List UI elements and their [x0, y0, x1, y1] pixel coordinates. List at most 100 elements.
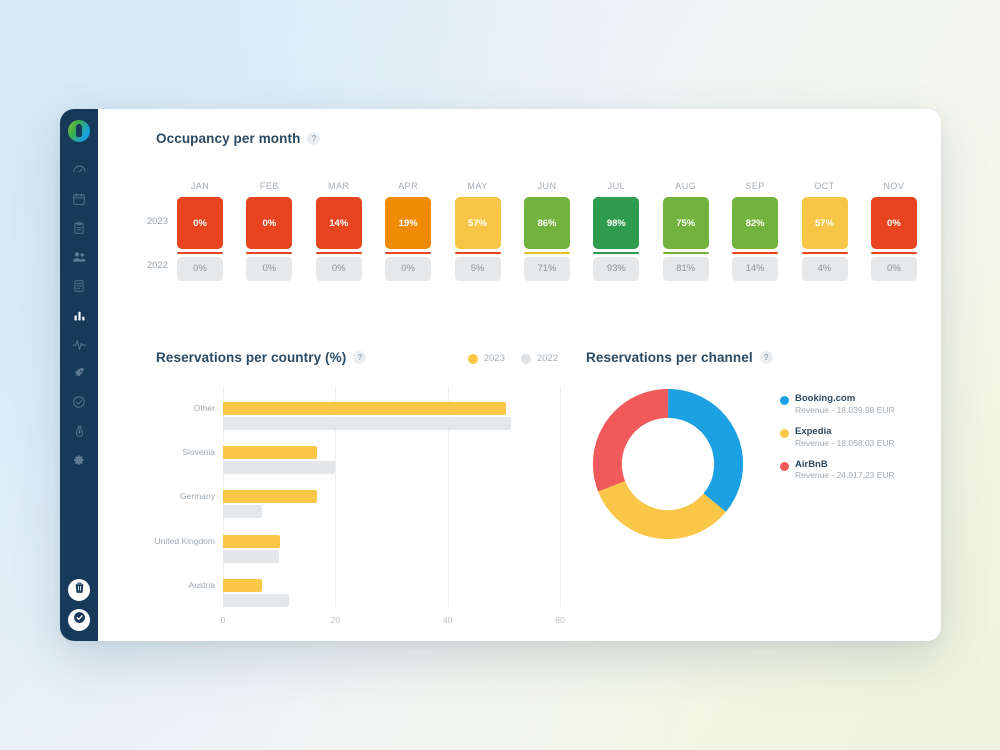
occupancy-bar-previous[interactable]: 81% [662, 256, 709, 281]
occupancy-month-column: JUL 98% 93% [593, 181, 640, 281]
occupancy-bar-previous[interactable]: 93% [593, 256, 640, 281]
sidebar-item-bookings[interactable] [64, 214, 94, 242]
country-bar-2022[interactable] [223, 461, 336, 475]
legend-dot-icon [467, 353, 478, 364]
occupancy-comparison-strip [870, 251, 917, 254]
country-bar-rows: Other Slovenia Germany United Kingdom Austri… [116, 386, 560, 607]
channel-revenue: Revenue - 24.917,23 EUR [795, 470, 895, 481]
country-bar-2022[interactable] [223, 593, 290, 607]
country-bar-row: Austria [116, 563, 560, 607]
donut-chart[interactable] [588, 384, 748, 544]
channel-panel: Reservations per channel ? Booking.com Re… [568, 334, 941, 641]
country-label: Germany [180, 491, 215, 502]
occupancy-bar-previous[interactable]: 71% [523, 256, 570, 281]
occupancy-month-column: JAN 0% 0% [177, 181, 223, 281]
occupancy-month-label: MAY [467, 181, 488, 191]
occupancy-bar-previous[interactable]: 0% [385, 256, 432, 281]
country-legend-label: 2023 [483, 353, 505, 364]
country-bar-row: Slovenia [116, 430, 560, 475]
occupancy-row-label-previous: 2022 [146, 260, 168, 271]
country-bar-row: Germany [116, 474, 560, 519]
occupancy-bar-current[interactable]: 19% [385, 197, 432, 249]
occupancy-bar-current[interactable]: 14% [315, 197, 362, 249]
sidebar-item-tasks[interactable] [64, 388, 94, 416]
occupancy-bar-current[interactable]: 98% [593, 197, 640, 249]
country-bar-2023[interactable] [223, 490, 318, 504]
country-legend-entry[interactable]: 2023 [467, 353, 505, 364]
occupancy-bar-current[interactable]: 86% [523, 197, 570, 249]
country-legend-entry[interactable]: 2022 [520, 353, 558, 364]
donut-chart-wrap [588, 384, 768, 564]
country-bar-2023[interactable] [223, 446, 318, 460]
rocket-icon [72, 366, 86, 380]
gridline [447, 386, 449, 607]
users-icon [71, 249, 87, 265]
sidebar-item-status-ok[interactable] [68, 609, 90, 631]
occupancy-month-column: FEB 0% 0% [246, 181, 293, 281]
country-legend: 2023 2022 [467, 353, 558, 364]
occupancy-bar-current[interactable]: 82% [732, 197, 779, 249]
gear-icon [72, 453, 86, 467]
help-icon[interactable]: ? [307, 132, 321, 145]
sidebar-item-calendar[interactable] [64, 185, 94, 213]
sidebar-item-boost[interactable] [64, 359, 94, 387]
country-title-text: Reservations per country (%) [156, 350, 347, 365]
donut-segment-airbnb[interactable] [592, 388, 744, 540]
occupancy-bar-current[interactable]: 0% [246, 197, 293, 249]
country-bar-2023[interactable] [223, 402, 506, 415]
sidebar-bottom-actions [60, 579, 98, 631]
help-icon[interactable]: ? [759, 351, 773, 364]
occupancy-bar-previous[interactable]: 0% [246, 256, 293, 281]
occupancy-bar-current[interactable]: 0% [177, 197, 223, 249]
occupancy-bar-previous[interactable]: 0% [177, 256, 223, 281]
occupancy-comparison-strip [246, 251, 293, 254]
activity-pulse-icon [72, 337, 87, 352]
country-bar-2023[interactable] [223, 534, 281, 548]
channel-legend-entry[interactable]: Expedia Revenue - 18.058,03 EUR [780, 426, 935, 450]
channel-name: AirBnB [795, 458, 828, 470]
occupancy-bar-current[interactable]: 57% [454, 197, 501, 249]
occupancy-bar-current[interactable]: 0% [870, 197, 917, 249]
occupancy-comparison-strip [315, 251, 362, 254]
country-bar-2022[interactable] [223, 417, 512, 430]
sidebar-item-guests[interactable] [64, 243, 94, 271]
occupancy-month-label: OCT [814, 181, 835, 191]
occupancy-month-column: SEP 82% 14% [732, 181, 779, 281]
sidebar-item-trash[interactable] [68, 579, 90, 601]
sidebar-item-activity[interactable] [64, 330, 94, 358]
country-bars [223, 474, 560, 519]
sidebar-item-finance[interactable] [64, 417, 94, 445]
occupancy-bar-previous[interactable]: 0% [870, 256, 917, 281]
occupancy-bar-current[interactable]: 57% [801, 197, 848, 249]
sidebar [60, 109, 98, 641]
sidebar-item-dashboard[interactable] [64, 156, 94, 184]
sidebar-item-invoices[interactable] [64, 272, 94, 300]
country-bars [223, 519, 560, 563]
occupancy-month-label: JAN [190, 181, 210, 191]
occupancy-row-label-current: 2023 [146, 216, 168, 227]
occupancy-bar-previous[interactable]: 0% [315, 256, 362, 281]
channel-title: Reservations per channel ? [586, 350, 773, 365]
channel-legend-entry[interactable]: AirBnB Revenue - 24.917,23 EUR [780, 459, 935, 483]
legend-dot-icon [780, 396, 789, 405]
occupancy-bar-previous[interactable]: 4% [801, 256, 848, 281]
country-bar-2022[interactable] [223, 549, 280, 563]
help-icon[interactable]: ? [353, 351, 367, 364]
country-bar-2022[interactable] [223, 505, 263, 519]
channel-legend-entry[interactable]: Booking.com Revenue - 18.039,98 EUR [780, 393, 935, 417]
donut-segment-expedia[interactable] [592, 388, 744, 540]
occupancy-bar-previous[interactable]: 5% [454, 256, 501, 281]
app-logo[interactable] [68, 120, 90, 142]
occupancy-bar-current[interactable]: 75% [662, 197, 709, 249]
country-bar-row: Other [116, 386, 560, 430]
occupancy-bar-previous[interactable]: 14% [732, 256, 779, 281]
country-bars [223, 386, 560, 430]
sidebar-item-reports[interactable] [64, 301, 94, 329]
country-bars [223, 563, 560, 607]
donut-segment-booking-com[interactable] [592, 388, 744, 540]
sidebar-nav [64, 156, 94, 475]
country-bar-2023[interactable] [223, 578, 262, 592]
sidebar-item-settings[interactable] [64, 446, 94, 474]
x-axis-tick: 20 [330, 615, 341, 625]
occupancy-row-labels: 2023 2022 [122, 181, 177, 279]
